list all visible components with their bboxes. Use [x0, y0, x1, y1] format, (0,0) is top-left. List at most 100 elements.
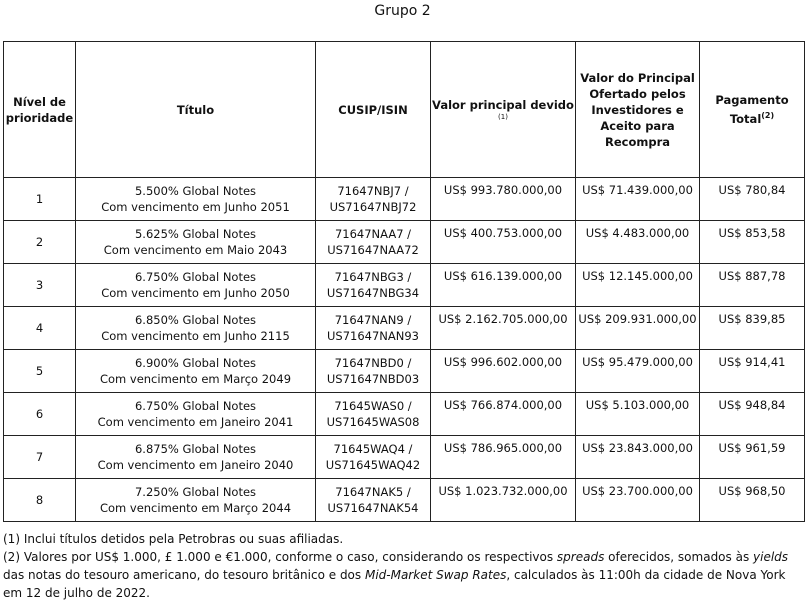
cell-line: US71647NAK54 [327, 501, 419, 515]
cell-line: Com vencimento em Junho 2050 [101, 286, 290, 300]
cell-line: US71647NAA72 [327, 243, 419, 257]
cell: 2 [3, 220, 76, 264]
cell: 6.875% Global Notes Com vencimento em Jan… [75, 435, 316, 479]
row: 1 5.500% Global Notes Com vencimento em Ju… [3, 177, 805, 221]
footnotes: (1) Inclui títulos detidos pela Petrobra… [3, 530, 803, 602]
cell-line: 5.625% Global Notes [134, 227, 257, 241]
cell: US$ 786.965.000,00 [430, 435, 576, 479]
cell: 3 [3, 263, 76, 307]
cell: 5.500% Global Notes Com vencimento em Jun… [75, 177, 316, 221]
header-cell: Valor do Principal Ofertado pelos Invest… [575, 41, 700, 178]
cell-line: 71647NBD0 / [334, 356, 412, 370]
cell: 71647NAK5 / US71647NAK54 [315, 478, 431, 522]
cell-line: 6.750% Global Notes [134, 399, 257, 413]
header-cell: CUSIP/ISIN [315, 41, 431, 178]
cell-line: 71647NAK5 / [335, 485, 411, 499]
table: Nível de prioridade Título CUSIP/ISIN Va… [3, 41, 805, 522]
cell: 6.750% Global Notes Com vencimento em Jun… [75, 263, 316, 307]
header-cell: Nível de prioridade [3, 41, 76, 178]
note-ref: (2) [761, 111, 775, 121]
cell: US$ 400.753.000,00 [430, 220, 576, 264]
cell: US$ 2.162.705.000,00 [430, 306, 576, 350]
cell-line: US71647NBG34 [326, 286, 420, 300]
row: 7 6.875% Global Notes Com vencimento em Ja… [3, 435, 805, 479]
header-text: Valor principal devido [432, 98, 574, 112]
emphasis: yields [753, 550, 789, 564]
cell: 5.625% Global Notes Com vencimento em Mai… [75, 220, 316, 264]
cell-line: 6.875% Global Notes [134, 442, 257, 456]
cell: US$ 71.439.000,00 [575, 177, 700, 221]
cell-line: Com vencimento em Janeiro 2041 [97, 415, 294, 429]
cell: US$ 948,84 [699, 392, 805, 436]
cell-line: US71647NBJ72 [329, 200, 417, 214]
header-row: Nível de prioridade Título CUSIP/ISIN Va… [3, 41, 805, 178]
cell-line: 7.250% Global Notes [134, 485, 257, 499]
header-cell: Valor principal devido (1) [430, 41, 576, 178]
cell-line: US71645WAS08 [326, 415, 420, 429]
cell-line: Com vencimento em Junho 2115 [101, 329, 290, 343]
cell: US$ 839,85 [699, 306, 805, 350]
cell: 1 [3, 177, 76, 221]
cell-line: 71645WAQ4 / [333, 442, 413, 456]
cell: 71645WAQ4 / US71645WAQ42 [315, 435, 431, 479]
cell-line: Com vencimento em Maio 2043 [103, 243, 288, 257]
row: 3 6.750% Global Notes Com vencimento em Ju… [3, 263, 805, 307]
cell: US$ 996.602.000,00 [430, 349, 576, 393]
cell-line: 5.500% Global Notes [134, 184, 257, 198]
cell: 71647NBG3 / US71647NBG34 [315, 263, 431, 307]
cell: 6.850% Global Notes Com vencimento em Jun… [75, 306, 316, 350]
header-text: Pagamento Total [715, 93, 789, 126]
cell: 5 [3, 349, 76, 393]
cell-line: Com vencimento em Janeiro 2040 [97, 458, 294, 472]
cell: US$ 766.874.000,00 [430, 392, 576, 436]
cell-line: 71647NBG3 / [334, 270, 412, 284]
header-cell: Pagamento Total(2) [699, 41, 805, 178]
cell: US$ 12.145.000,00 [575, 263, 700, 307]
cell: US$ 23.700.000,00 [575, 478, 700, 522]
row: 8 7.250% Global Notes Com vencimento em Ma… [3, 478, 805, 522]
footnote: (1) Inclui títulos detidos pela Petrobra… [3, 532, 344, 546]
cell: 71647NBD0 / US71647NBD03 [315, 349, 431, 393]
cell: US$ 23.843.000,00 [575, 435, 700, 479]
footnote: (2) Valores por US$ 1.000, £ 1.000 e €1.… [3, 548, 803, 602]
cell: US$ 993.780.000,00 [430, 177, 576, 221]
cell: US$ 968,50 [699, 478, 805, 522]
cell: 71645WAS0 / US71645WAS08 [315, 392, 431, 436]
note-ref: (1) [498, 113, 508, 121]
emphasis: spreads [556, 550, 605, 564]
cell: 71647NBJ7 / US71647NBJ72 [315, 177, 431, 221]
cell-line: 71647NAN9 / [334, 313, 412, 327]
row: 4 6.850% Global Notes Com vencimento em Ju… [3, 306, 805, 350]
text: das notas do tesouro americano, do tesou… [3, 568, 365, 582]
text: (2) Valores por US$ 1.000, £ 1.000 e €1.… [3, 550, 557, 564]
cell: US$ 616.139.000,00 [430, 263, 576, 307]
cell: 6 [3, 392, 76, 436]
emphasis: Mid-Market Swap Rates [364, 568, 507, 582]
cell: 8 [3, 478, 76, 522]
cell: US$ 4.483.000,00 [575, 220, 700, 264]
cell-line: Com vencimento em Março 2044 [99, 501, 292, 515]
cell: 7 [3, 435, 76, 479]
cell: 7.250% Global Notes Com vencimento em Mar… [75, 478, 316, 522]
cell-line: 71645WAS0 / [334, 399, 412, 413]
header-cell: Título [75, 41, 316, 178]
cell: US$ 780,84 [699, 177, 805, 221]
cell-line: US71647NBD03 [326, 372, 420, 386]
title: Grupo 2 [374, 3, 431, 19]
row: 2 5.625% Global Notes Com vencimento em Ma… [3, 220, 805, 264]
cell-line: 6.750% Global Notes [134, 270, 257, 284]
cell-line: 6.850% Global Notes [134, 313, 257, 327]
cell-line: US71647NAN93 [326, 329, 419, 343]
cell: US$ 961,59 [699, 435, 805, 479]
cell: 71647NAN9 / US71647NAN93 [315, 306, 431, 350]
row: 5 6.900% Global Notes Com vencimento em Ma… [3, 349, 805, 393]
cell: US$ 887,78 [699, 263, 805, 307]
cell: US$ 853,58 [699, 220, 805, 264]
text: oferecidos, somados às [604, 550, 754, 564]
cell: 6.900% Global Notes Com vencimento em Mar… [75, 349, 316, 393]
cell: 71647NAA7 / US71647NAA72 [315, 220, 431, 264]
cell: US$ 5.103.000,00 [575, 392, 700, 436]
cell-line: 71647NAA7 / [334, 227, 412, 241]
row: 6 6.750% Global Notes Com vencimento em Ja… [3, 392, 805, 436]
